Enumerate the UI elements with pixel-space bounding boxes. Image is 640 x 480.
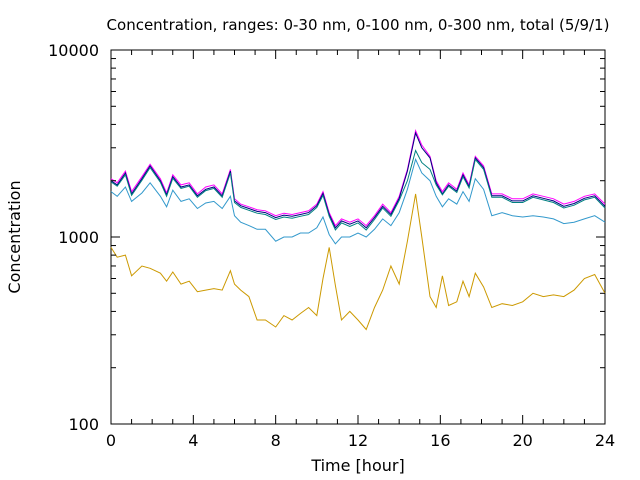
- series-line-1: [110, 129, 606, 227]
- x-tick-label: 16: [430, 431, 450, 450]
- x-tick-label: 20: [512, 431, 532, 450]
- series-line-3: [110, 149, 606, 231]
- x-axis-label: Time [hour]: [310, 456, 404, 475]
- y-tick-label: 1000: [58, 228, 99, 247]
- y-tick-label: 100: [68, 415, 99, 434]
- plot-area: [110, 49, 606, 425]
- axis-ticks: [110, 49, 606, 425]
- series-line-5: [110, 193, 606, 331]
- series-line-4: [110, 157, 606, 245]
- x-tick-label: 4: [188, 431, 198, 450]
- x-tick-label: 8: [271, 431, 281, 450]
- y-tick-label: 10000: [48, 41, 99, 60]
- x-tick-label: 12: [348, 431, 368, 450]
- series-group: [110, 129, 606, 331]
- tick-labels: 0 4 8 12 16 20 24 100 1000 10000: [48, 41, 615, 450]
- x-tick-label: 24: [595, 431, 615, 450]
- chart-title: Concentration, ranges: 0-30 nm, 0-100 nm…: [107, 16, 610, 34]
- y-axis-label: Concentration: [5, 180, 24, 293]
- x-tick-label: 0: [106, 431, 116, 450]
- series-line-2: [110, 131, 606, 229]
